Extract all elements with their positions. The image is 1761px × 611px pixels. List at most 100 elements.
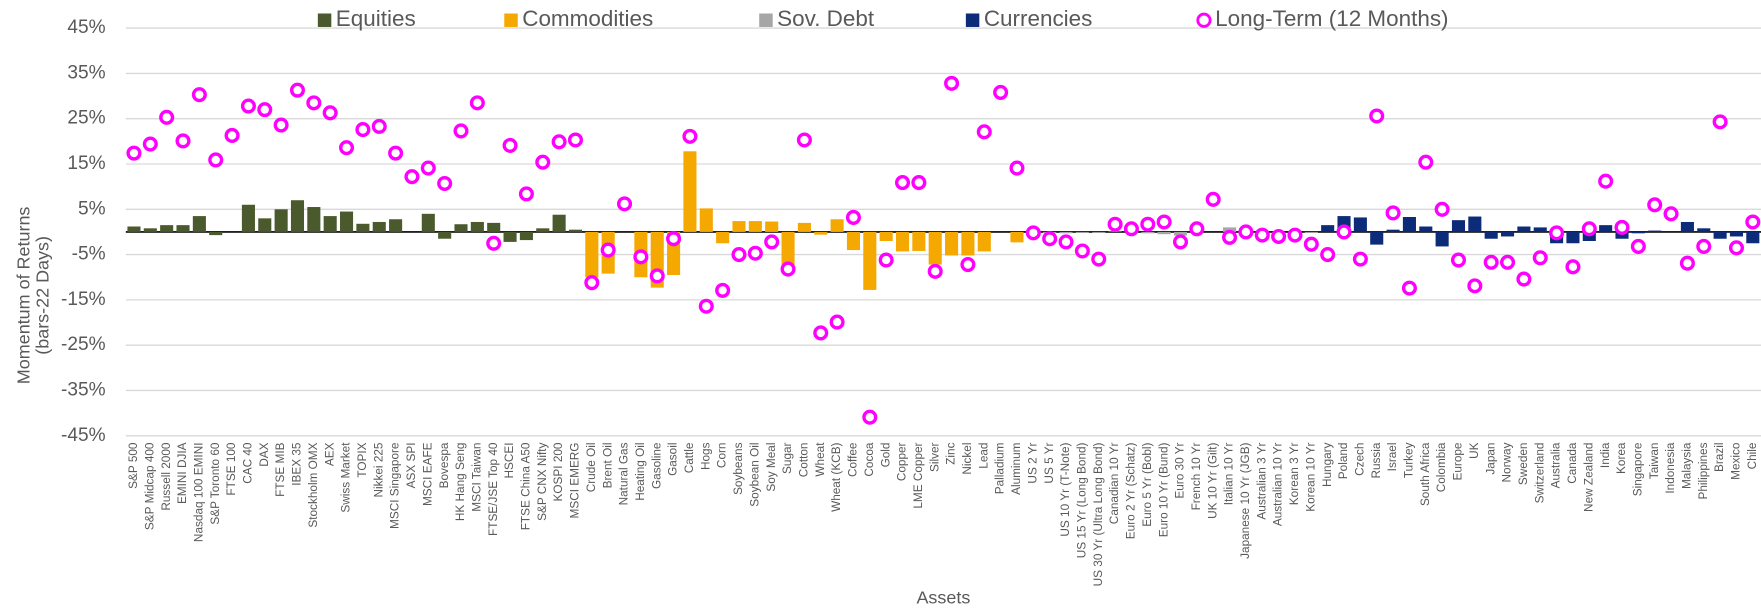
bar <box>1501 231 1515 237</box>
bar <box>487 222 501 232</box>
x-tick-label: Sugar <box>781 442 794 474</box>
x-tick-label: Soy Meal <box>765 443 778 492</box>
bar <box>339 211 354 232</box>
x-tick-label: Italian 10 Yr <box>1223 442 1236 505</box>
bar <box>1729 231 1744 237</box>
x-tick-label: S&P CNX Nifty <box>536 442 549 520</box>
bar <box>1157 231 1171 235</box>
x-tick-label: Euro 5 Yr (Bobl) <box>1141 442 1154 526</box>
x-tick-label: UK <box>1468 442 1481 459</box>
scatter-point <box>1549 225 1565 241</box>
scatter-point <box>1303 236 1319 252</box>
x-tick-label: India <box>1599 442 1612 468</box>
scatter-point <box>159 109 175 125</box>
y-tick-label: -5% <box>72 244 106 265</box>
x-tick-label: Canadian 10 Yr <box>1108 442 1121 524</box>
x-tick-label: Stockholm OMX <box>307 442 320 527</box>
x-tick-label: TOPIX <box>356 442 369 477</box>
x-tick-label: Australian 10 Yr <box>1272 442 1285 526</box>
x-tick-label: Europe <box>1452 442 1465 480</box>
scatter-point <box>1401 280 1417 296</box>
bar <box>1435 231 1449 247</box>
scatter-point <box>715 282 731 298</box>
scatter-point <box>1467 278 1483 294</box>
scatter-point <box>862 409 878 425</box>
x-tick-label: Singapore <box>1631 442 1644 496</box>
x-tick-label: ASX SPI <box>405 443 418 489</box>
scatter-point <box>698 298 714 314</box>
x-tick-label: Israel <box>1386 443 1399 472</box>
bar <box>568 229 583 232</box>
scatter-point <box>240 98 256 114</box>
x-tick-label: CAC 40 <box>242 442 255 484</box>
bar <box>585 231 599 278</box>
scatter-point <box>1271 228 1287 244</box>
x-tick-label: Heating Oil <box>634 443 647 501</box>
bar <box>438 231 452 239</box>
scatter-point <box>355 122 371 138</box>
scatter-point <box>1532 250 1548 266</box>
scatter-point <box>1222 229 1238 245</box>
bar <box>716 231 730 244</box>
scatter-point <box>682 128 698 144</box>
x-tick-label: Swiss Market <box>340 442 353 513</box>
scatter-point <box>371 118 387 134</box>
bar <box>421 213 435 232</box>
x-tick-label: Russia <box>1370 442 1383 478</box>
x-tick-label: US 2 Yr <box>1026 442 1039 483</box>
x-tick-label: Aluminum <box>1010 442 1023 495</box>
x-tick-label: Natural Gas <box>618 442 631 505</box>
scatter-point <box>1320 247 1336 263</box>
x-tick-label: Nasdaq 100 EMINI <box>192 443 205 543</box>
bar <box>1402 216 1416 232</box>
bar <box>160 225 174 232</box>
scatter-point <box>633 249 649 265</box>
legend-marker <box>1196 12 1212 28</box>
scatter-point <box>1140 216 1156 232</box>
scatter-point <box>894 175 911 191</box>
y-tick-label: 35% <box>67 62 105 83</box>
bar <box>241 204 255 232</box>
scatter-point <box>388 145 404 161</box>
bar <box>1223 227 1237 232</box>
bar <box>356 223 370 232</box>
bar <box>781 231 795 266</box>
x-tick-label: Korea <box>1615 442 1628 474</box>
x-tick-label: Australian 3 Yr <box>1255 442 1268 519</box>
x-tick-label: Poland <box>1337 443 1350 480</box>
scatter-point <box>1500 254 1516 270</box>
x-tick-label: Bovespa <box>438 442 451 488</box>
bar <box>372 221 386 232</box>
y-tick-label: 5% <box>78 198 106 219</box>
y-axis-title: Momentum of Returns (bars-22 Days) <box>13 207 52 385</box>
x-tick-label: Sweden <box>1517 443 1530 486</box>
bar <box>389 219 403 232</box>
scatter-point <box>845 209 861 225</box>
scatter-point <box>944 75 960 91</box>
x-tick-label: MSCI Taiwan <box>470 443 483 512</box>
bar <box>895 231 910 252</box>
bar <box>1582 231 1596 241</box>
x-tick-label: Gold <box>879 443 892 468</box>
bar <box>961 231 975 256</box>
scatter-point <box>208 152 224 168</box>
bar <box>552 214 566 232</box>
scatter-point <box>1745 214 1761 230</box>
bar <box>1697 228 1711 232</box>
y-tick-label: -25% <box>61 334 106 355</box>
x-tick-label: FTSE/JSE Top 40 <box>487 442 500 536</box>
scatter-point <box>1352 251 1368 267</box>
x-tick-label: Nikkei 225 <box>372 442 385 497</box>
x-tick-label: Brazil <box>1713 443 1726 472</box>
bar <box>1321 225 1335 232</box>
x-tick-label: Euro 2 Yr (Schatz) <box>1125 442 1138 539</box>
bar <box>127 226 141 232</box>
x-tick-label: DAX <box>258 442 271 466</box>
bar <box>748 221 762 232</box>
x-tick-label: FTSE 100 <box>225 442 238 495</box>
scatter-point <box>813 325 829 341</box>
scatter-point <box>306 95 322 111</box>
bar <box>1370 231 1384 245</box>
bar <box>323 216 337 232</box>
x-tick-label: EMINI DJIA <box>176 442 189 504</box>
